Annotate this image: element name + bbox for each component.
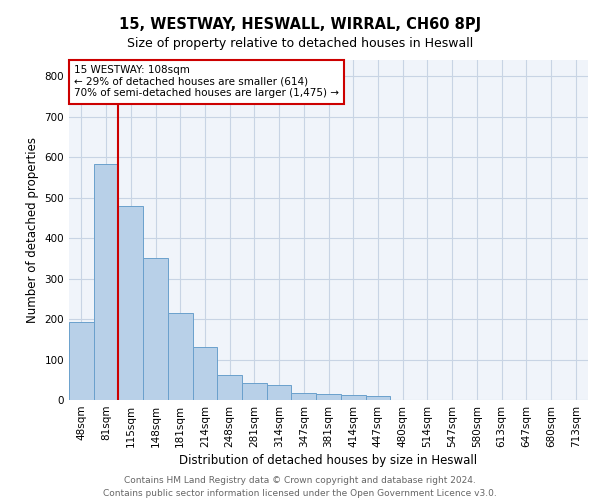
Text: 15 WESTWAY: 108sqm
← 29% of detached houses are smaller (614)
70% of semi-detach: 15 WESTWAY: 108sqm ← 29% of detached hou… (74, 65, 339, 98)
Text: 15, WESTWAY, HESWALL, WIRRAL, CH60 8PJ: 15, WESTWAY, HESWALL, WIRRAL, CH60 8PJ (119, 18, 481, 32)
Bar (69, 322, 94, 400)
Text: Contains HM Land Registry data © Crown copyright and database right 2024.
Contai: Contains HM Land Registry data © Crown c… (103, 476, 497, 498)
Bar (94, 164, 118, 400)
Bar (143, 258, 168, 400)
Bar (118, 206, 143, 400)
Bar (242, 383, 267, 400)
Bar (193, 348, 217, 400)
Bar (217, 375, 242, 400)
Bar (341, 395, 365, 400)
Y-axis label: Number of detached properties: Number of detached properties (26, 137, 39, 323)
Bar (316, 394, 341, 400)
Bar (267, 386, 292, 400)
X-axis label: Distribution of detached houses by size in Heswall: Distribution of detached houses by size … (179, 454, 478, 467)
Bar (365, 396, 390, 400)
Text: Size of property relative to detached houses in Heswall: Size of property relative to detached ho… (127, 38, 473, 51)
Bar (292, 392, 316, 400)
Bar (168, 312, 193, 400)
